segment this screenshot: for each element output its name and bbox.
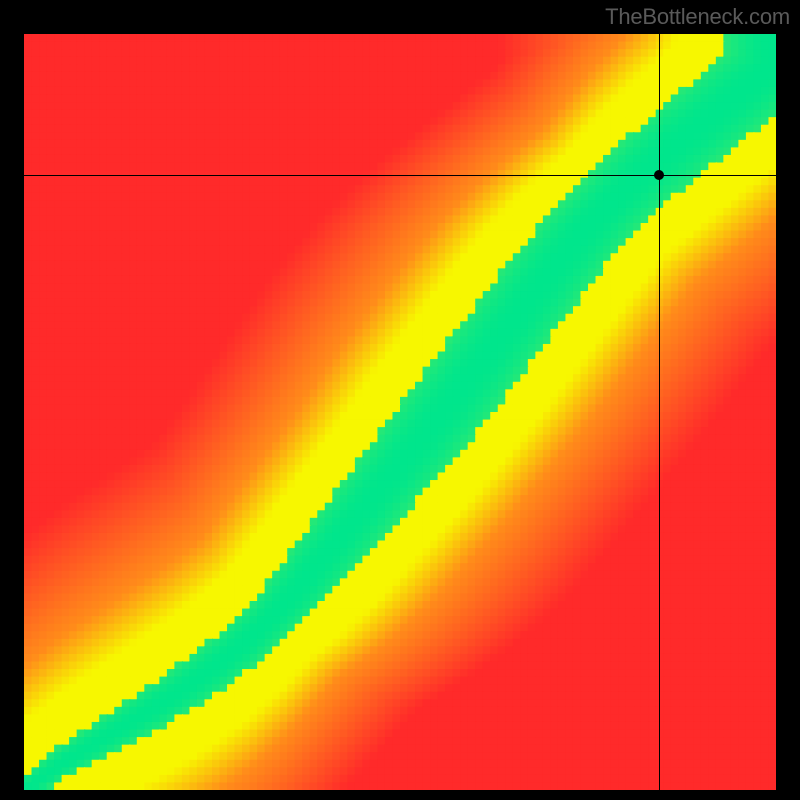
root-container: TheBottleneck.com (0, 0, 800, 800)
selection-marker (654, 170, 664, 180)
bottleneck-heatmap (24, 34, 776, 790)
plot-area (24, 34, 776, 790)
crosshair-vertical (659, 34, 660, 790)
watermark-text: TheBottleneck.com (605, 4, 790, 30)
